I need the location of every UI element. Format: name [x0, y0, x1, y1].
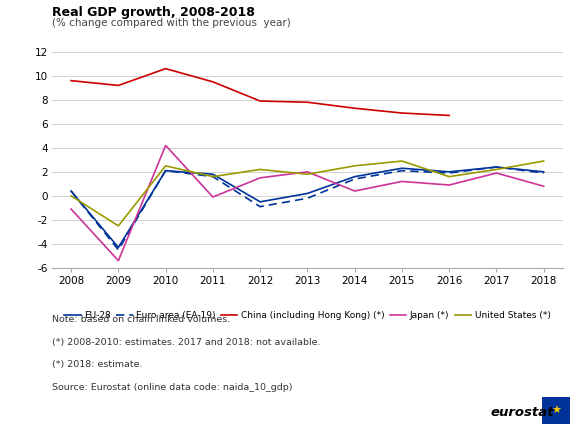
Text: (% change compared with the previous  year): (% change compared with the previous yea… [52, 18, 291, 28]
Text: eurostat: eurostat [490, 406, 554, 419]
Text: Source: Eurostat (online data code: naida_10_gdp): Source: Eurostat (online data code: naid… [52, 383, 293, 392]
Text: (*) 2008-2010: estimates. 2017 and 2018: not available.: (*) 2008-2010: estimates. 2017 and 2018:… [52, 338, 321, 347]
Legend: EU-28, Euro area (EA-19), China (including Hong Kong) (*), Japan (*), United Sta: EU-28, Euro area (EA-19), China (includi… [64, 311, 550, 320]
Text: (*) 2018: estimate.: (*) 2018: estimate. [52, 360, 143, 369]
Text: Note: based on chain linked volumes.: Note: based on chain linked volumes. [52, 315, 230, 324]
Text: ★: ★ [551, 406, 561, 416]
Text: Real GDP growth, 2008-2018: Real GDP growth, 2008-2018 [52, 6, 255, 19]
